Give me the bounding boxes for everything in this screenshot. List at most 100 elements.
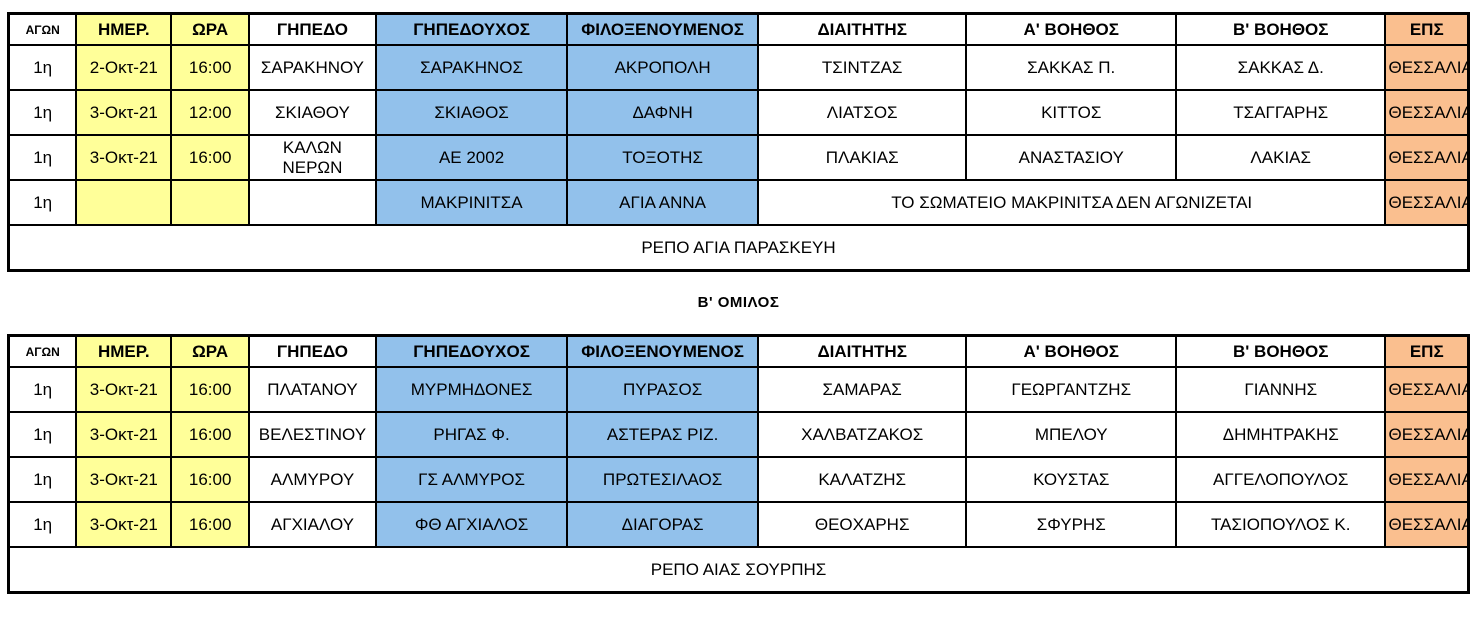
cell-away-team: ΑΚΡΟΠΟΛΗ <box>566 44 759 91</box>
header-agon: ΑΓΩΝ <box>7 334 78 368</box>
cell-assistant1: ΚΙΤΤΟΣ <box>965 89 1177 136</box>
cell-eps: ΘΕΣΣΑΛΙΑΣ <box>1384 366 1470 413</box>
cell-time: 16:00 <box>170 411 251 458</box>
cell-eps: ΘΕΣΣΑΛΙΑΣ <box>1384 179 1470 226</box>
cell-home-team: ΑΕ 2002 <box>374 134 569 181</box>
cell-eps: ΘΕΣΣΑΛΙΑΣ <box>1384 411 1470 458</box>
cell-home-team: ΜΑΚΡΙΝΙΤΣΑ <box>374 179 569 226</box>
cell-round: 1η <box>7 179 78 226</box>
cell-assistant2: ΣΑΚΚΑΣ Δ. <box>1174 44 1387 91</box>
cell-home-team: ΣΚΙΑΘΟΣ <box>374 89 569 136</box>
cell-time: 16:00 <box>170 366 251 413</box>
cell-referee: ΧΑΛΒΑΤΖΑΚΟΣ <box>756 411 968 458</box>
header-agon: ΑΓΩΝ <box>7 12 78 46</box>
cell-away-team: ΠΡΩΤΕΣΙΛΑΟΣ <box>566 456 759 503</box>
cell-assistant2: ΤΑΣΙΟΠΟΥΛΟΣ Κ. <box>1174 501 1387 548</box>
cell-round: 1η <box>7 134 78 181</box>
cell-home-team: ΦΘ ΑΓΧΙΑΛΟΣ <box>374 501 569 548</box>
cell-date: 3-Οκτ-21 <box>75 411 173 458</box>
cell-assistant2: ΛΑΚΙΑΣ <box>1174 134 1387 181</box>
table-row: 1η 3-Οκτ-21 16:00 ΚΑΛΩΝ ΝΕΡΩΝ ΑΕ 2002 ΤΟ… <box>7 134 1470 181</box>
header-assistant2: Β' ΒΟΗΘΟΣ <box>1174 334 1387 368</box>
header-home-team: ΓΗΠΕΔΟΥΧΟΣ <box>374 12 569 46</box>
fixtures-table-group-a: ΑΓΩΝ ΗΜΕΡ. ΩΡΑ ΓΗΠΕΔΟ ΓΗΠΕΔΟΥΧΟΣ ΦΙΛΟΞΕΝ… <box>7 12 1470 272</box>
cell-time: 16:00 <box>170 44 251 91</box>
cell-away-team: ΑΓΙΑ ΑΝΝΑ <box>566 179 759 226</box>
cell-eps: ΘΕΣΣΑΛΙΑΣ <box>1384 501 1470 548</box>
header-venue: ΓΗΠΕΔΟ <box>248 12 377 46</box>
header-referee: ΔΙΑΙΤΗΤΗΣ <box>756 334 968 368</box>
table-row: 1η 3-Οκτ-21 12:00 ΣΚΙΑΘΟΥ ΣΚΙΑΘΟΣ ΔΑΦΝΗ … <box>7 89 1470 136</box>
header-date: ΗΜΕΡ. <box>75 334 173 368</box>
cell-assistant2: ΔΗΜΗΤΡΑΚΗΣ <box>1174 411 1387 458</box>
cell-referee: ΤΣΙΝΤΖΑΣ <box>756 44 968 91</box>
cell-date: 3-Οκτ-21 <box>75 134 173 181</box>
cell-assistant2: ΑΓΓΕΛΟΠΟΥΛΟΣ <box>1174 456 1387 503</box>
cell-time: 12:00 <box>170 89 251 136</box>
header-assistant1: Α' ΒΟΗΘΟΣ <box>965 12 1177 46</box>
cell-round: 1η <box>7 44 78 91</box>
cell-date: 3-Οκτ-21 <box>75 89 173 136</box>
cell-assistant1: ΜΠΕΛΟΥ <box>965 411 1177 458</box>
table-row: 1η 2-Οκτ-21 16:00 ΣΑΡΑΚΗΝΟΥ ΣΑΡΑΚΗΝΟΣ ΑΚ… <box>7 44 1470 91</box>
cell-referee: ΘΕΟΧΑΡΗΣ <box>756 501 968 548</box>
header-eps: ΕΠΣ <box>1384 12 1470 46</box>
cell-home-team: ΣΑΡΑΚΗΝΟΣ <box>374 44 569 91</box>
cell-round: 1η <box>7 456 78 503</box>
cell-eps: ΘΕΣΣΑΛΙΑΣ <box>1384 134 1470 181</box>
table-row: 1η 3-Οκτ-21 16:00 ΒΕΛΕΣΤΙΝΟΥ ΡΗΓΑΣ Φ. ΑΣ… <box>7 411 1470 458</box>
cell-venue <box>248 179 377 226</box>
cell-away-team: ΑΣΤΕΡΑΣ ΡΙΖ. <box>566 411 759 458</box>
cell-assistant1: ΓΕΩΡΓΑΝΤΖΗΣ <box>965 366 1177 413</box>
header-time: ΩΡΑ <box>170 12 251 46</box>
cell-round: 1η <box>7 411 78 458</box>
header-assistant1: Α' ΒΟΗΘΟΣ <box>965 334 1177 368</box>
table-row: 1η 3-Οκτ-21 16:00 ΑΓΧΙΑΛΟΥ ΦΘ ΑΓΧΙΑΛΟΣ Δ… <box>7 501 1470 548</box>
table-footer-row: ΡΕΠΟ ΑΓΙΑ ΠΑΡΑΣΚΕΥΗ <box>7 224 1470 272</box>
cell-referee: ΛΙΑΤΣΟΣ <box>756 89 968 136</box>
header-row: ΑΓΩΝ ΗΜΕΡ. ΩΡΑ ΓΗΠΕΔΟ ΓΗΠΕΔΟΥΧΟΣ ΦΙΛΟΞΕΝ… <box>7 12 1470 46</box>
cell-referee: ΣΑΜΑΡΑΣ <box>756 366 968 413</box>
rest-note: ΡΕΠΟ ΑΓΙΑ ΠΑΡΑΣΚΕΥΗ <box>7 224 1470 272</box>
cell-away-team: ΠΥΡΑΣΟΣ <box>566 366 759 413</box>
cell-date: 3-Οκτ-21 <box>75 456 173 503</box>
cell-date: 3-Οκτ-21 <box>75 501 173 548</box>
cell-venue: ΚΑΛΩΝ ΝΕΡΩΝ <box>248 134 377 181</box>
header-away-team: ΦΙΛΟΞΕΝΟΥΜΕΝΟΣ <box>566 12 759 46</box>
cell-time: 16:00 <box>170 456 251 503</box>
cell-home-team: ΡΗΓΑΣ Φ. <box>374 411 569 458</box>
cell-away-team: ΔΑΦΝΗ <box>566 89 759 136</box>
cell-home-team: ΓΣ ΑΛΜΥΡΟΣ <box>374 456 569 503</box>
cell-round: 1η <box>7 501 78 548</box>
cell-assistant1: ΑΝΑΣΤΑΣΙΟΥ <box>965 134 1177 181</box>
table-row: 1η 3-Οκτ-21 16:00 ΠΛΑΤΑΝΟΥ ΜΥΡΜΗΔΟΝΕΣ ΠΥ… <box>7 366 1470 413</box>
cell-time: 16:00 <box>170 501 251 548</box>
header-time: ΩΡΑ <box>170 334 251 368</box>
cell-assistant1: ΣΑΚΚΑΣ Π. <box>965 44 1177 91</box>
cell-venue: ΑΛΜΥΡΟΥ <box>248 456 377 503</box>
cell-venue: ΒΕΛΕΣΤΙΝΟΥ <box>248 411 377 458</box>
cell-date: 2-Οκτ-21 <box>75 44 173 91</box>
header-row: ΑΓΩΝ ΗΜΕΡ. ΩΡΑ ΓΗΠΕΔΟ ΓΗΠΕΔΟΥΧΟΣ ΦΙΛΟΞΕΝ… <box>7 334 1470 368</box>
header-home-team: ΓΗΠΕΔΟΥΧΟΣ <box>374 334 569 368</box>
group-b-title: Β' ΟΜΙΛΟΣ <box>697 294 780 311</box>
cell-round: 1η <box>7 89 78 136</box>
cell-home-team: ΜΥΡΜΗΔΟΝΕΣ <box>374 366 569 413</box>
cell-round: 1η <box>7 366 78 413</box>
header-referee: ΔΙΑΙΤΗΤΗΣ <box>756 12 968 46</box>
rest-note: ΡΕΠΟ ΑΙΑΣ ΣΟΥΡΠΗΣ <box>7 546 1470 594</box>
cell-referee: ΚΑΛΑΤΖΗΣ <box>756 456 968 503</box>
cell-note: ΤΟ ΣΩΜΑΤΕΙΟ ΜΑΚΡΙΝΙΤΣΑ ΔΕΝ ΑΓΩΝΙΖΕΤΑΙ <box>756 179 1387 226</box>
cell-venue: ΣΑΡΑΚΗΝΟΥ <box>248 44 377 91</box>
cell-time: 16:00 <box>170 134 251 181</box>
cell-time <box>170 179 251 226</box>
header-date: ΗΜΕΡ. <box>75 12 173 46</box>
header-venue: ΓΗΠΕΔΟ <box>248 334 377 368</box>
cell-eps: ΘΕΣΣΑΛΙΑΣ <box>1384 89 1470 136</box>
cell-venue: ΑΓΧΙΑΛΟΥ <box>248 501 377 548</box>
table-footer-row: ΡΕΠΟ ΑΙΑΣ ΣΟΥΡΠΗΣ <box>7 546 1470 594</box>
header-eps: ΕΠΣ <box>1384 334 1470 368</box>
cell-assistant2: ΤΣΑΓΓΑΡΗΣ <box>1174 89 1387 136</box>
cell-away-team: ΔΙΑΓΟΡΑΣ <box>566 501 759 548</box>
